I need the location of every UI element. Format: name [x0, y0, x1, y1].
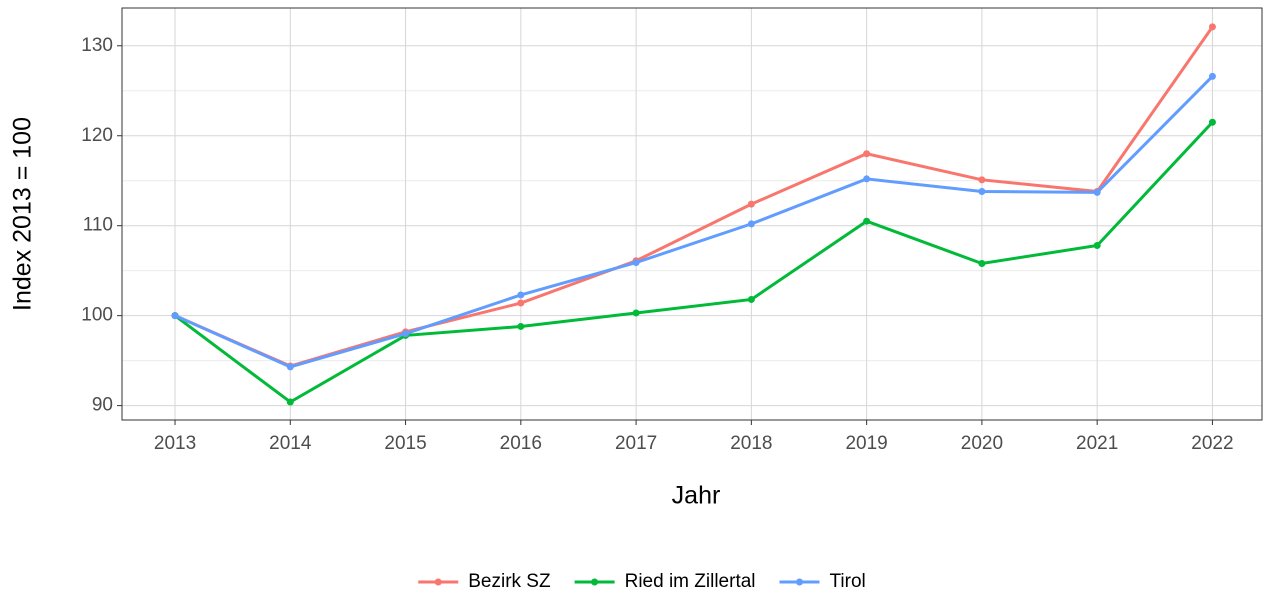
y-tick-label: 120: [81, 125, 113, 146]
y-tick-label: 110: [83, 215, 113, 236]
data-point: [747, 220, 755, 228]
x-tick-label: 2022: [1191, 433, 1233, 454]
data-point: [1208, 72, 1216, 80]
data-point: [747, 200, 755, 208]
data-point: [632, 309, 640, 317]
x-tick-label: 2018: [730, 433, 772, 454]
x-tick-label: 2020: [961, 433, 1003, 454]
panel-border: [121, 7, 1263, 421]
y-tick-label: 130: [81, 35, 113, 56]
y-tick-label: 90: [92, 395, 113, 416]
data-point: [747, 295, 755, 303]
data-point: [978, 188, 986, 196]
legend-key-point: [796, 578, 804, 586]
x-tick-label: 2021: [1076, 433, 1118, 454]
x-tick-label: 2014: [269, 433, 312, 454]
legend-label: Bezirk SZ: [468, 571, 551, 592]
data-point: [1093, 241, 1101, 249]
x-tick-label: 2016: [500, 433, 542, 454]
legend-key-point: [434, 578, 442, 586]
data-point: [978, 176, 986, 184]
data-point: [863, 150, 871, 158]
y-tick-label: 100: [81, 305, 113, 326]
x-tick-label: 2013: [154, 433, 196, 454]
x-tick-label: 2019: [845, 433, 887, 454]
data-point: [1208, 118, 1216, 126]
x-tick-label: 2015: [384, 433, 426, 454]
data-point: [632, 259, 640, 267]
data-point: [517, 291, 525, 299]
data-point: [863, 175, 871, 183]
x-axis-label: Jahr: [672, 482, 721, 510]
data-point: [517, 322, 525, 330]
data-point: [863, 217, 871, 225]
data-point: [978, 259, 986, 267]
legend: Bezirk SZ Ried im Zillertal Tirol: [418, 571, 866, 592]
series-line: [174, 121, 1214, 404]
series-line: [174, 75, 1214, 369]
legend-key-point: [591, 578, 599, 586]
data-point: [171, 312, 179, 320]
data-point: [402, 330, 410, 338]
data-point: [286, 363, 294, 371]
data-point: [1208, 23, 1216, 31]
x-tick-label: 2017: [615, 433, 657, 454]
y-axis-label: Index 2013 = 100: [9, 117, 37, 311]
data-point: [1093, 188, 1101, 196]
data-point: [517, 299, 525, 307]
legend-label: Tirol: [830, 571, 866, 592]
legend-label: Ried im Zillertal: [625, 571, 756, 592]
data-point: [286, 398, 294, 406]
